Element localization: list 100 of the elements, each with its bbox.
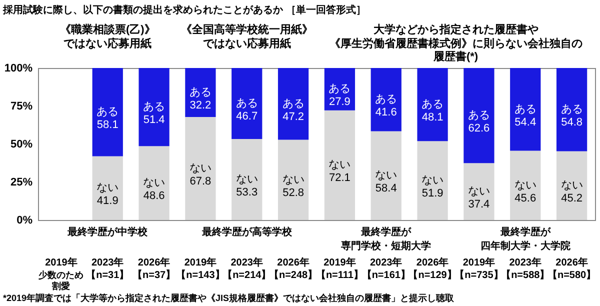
data-label: 58.4 [375,182,397,195]
text: 履歴書(*) [432,50,478,63]
text: ではない応募用紙 [202,37,291,50]
text: 《厚生労働省履歴書様式例》に則らない会社独自の [329,37,582,50]
text: 《職業相談票(乙)》 [60,23,156,36]
series-label: ない [560,180,583,192]
text: ない [514,179,536,192]
bar [92,156,123,220]
text: 専門学校・短期大学 [340,240,432,252]
x-tick-label: 2019年 [462,256,496,268]
text: 割愛 [51,281,70,291]
text: 【n=214】 [222,269,272,281]
text: ある [514,103,536,116]
text: 《全国高等学校統一用紙》 [180,23,313,36]
text: 最終学歴が高等学校 [200,226,293,238]
text: ある [282,98,304,110]
data-label: 72.1 [328,172,350,184]
text: ある [468,110,490,122]
text: ない [189,162,212,174]
bar [370,131,402,220]
bar [417,141,448,220]
x-tick-label: 2023年 [92,256,124,268]
data-label: 41.6 [375,106,397,119]
x-tick-label: 2026年 [416,256,449,268]
x-tick-label: 2026年 [277,256,310,268]
bar [464,68,494,164]
data-label: 41.9 [96,195,118,208]
data-label: 27.9 [328,96,350,108]
data-label: 67.8 [190,175,212,188]
data-label: 58.1 [96,119,118,132]
text: 最終学歴が [499,226,552,238]
data-label: 54.4 [514,116,536,128]
text: ある [96,106,119,118]
x-tick-label: 2023年 [230,256,263,268]
data-label: 48.1 [422,112,444,124]
data-label: 45.2 [561,192,583,205]
text: 【n=248】 [268,269,318,281]
data-label: 48.6 [143,190,165,202]
bar [510,68,541,151]
x-tick-label: 2026年 [138,256,170,268]
text: ない [236,173,258,186]
x-tick-label: 2019年 [45,256,78,268]
y-tick-label: 75% [10,100,33,112]
text: 【n=580】 [547,269,596,281]
bar [92,68,123,156]
bar [417,68,448,142]
data-label: 37.4 [468,198,490,211]
text: 少数のため [38,270,84,280]
text: 【n=143】 [176,269,225,281]
data-label: 46.7 [236,110,258,122]
y-tick-label: 100% [4,62,33,74]
bar [324,110,356,220]
text: 【n=735】 [454,269,504,281]
data-label: 51.4 [143,114,165,126]
bar [232,138,262,220]
y-tick-label: 50% [10,138,33,150]
text: 最終学歴が中学校 [66,226,149,238]
data-label: 62.6 [468,122,490,135]
text: ある [236,97,258,110]
data-label: 52.8 [282,186,304,199]
bar [185,68,216,117]
text: ない [468,186,490,198]
bar [556,151,588,220]
text: 四年制大学・大学院 [480,240,570,252]
text: ない [375,170,398,182]
text: ある [375,94,398,106]
text: ある [328,83,351,96]
text: ある [422,98,444,111]
bar [185,116,216,220]
text: 【n=111】 [316,269,364,281]
text: ある [143,101,166,114]
bar [278,68,309,140]
text: ない [422,174,444,187]
text: *2019年調査では「大学等から指定された履歴書や《JIS規格履歴書》ではない会社独自の履歴書」と提示し聴取 [3,293,456,303]
text: ない [328,159,351,172]
x-tick-label: 2023年 [370,256,402,268]
x-tick-label: 2023年 [509,256,542,268]
y-tick-label: 0% [16,214,33,226]
text: ではない応募用紙 [64,37,152,50]
bar [138,146,170,220]
text: ない [143,177,166,190]
data-label: 45.6 [514,192,536,204]
y-tick-label: 25% [10,176,33,188]
data-label: 32.2 [190,99,212,112]
text: 【n=129】 [408,269,457,281]
text: ない [282,174,304,186]
text: ある [189,86,212,98]
data-label: 54.8 [561,116,583,129]
text: 【n=588】 [501,269,550,281]
text: ない [96,182,119,194]
bar [370,68,402,132]
data-label: 53.3 [236,186,258,198]
chart-title: 採用試験に際し、以下の書類の提出を求められたことがあるか ［単一回答形式］ [2,4,366,16]
x-tick-label: 2026年 [556,256,588,268]
bar [510,150,541,220]
bar [138,68,170,146]
x-tick-label: 2019年 [324,256,356,268]
text: 【n=161】 [362,269,410,281]
text: 最終学歴が [360,226,412,238]
bar [464,163,494,220]
